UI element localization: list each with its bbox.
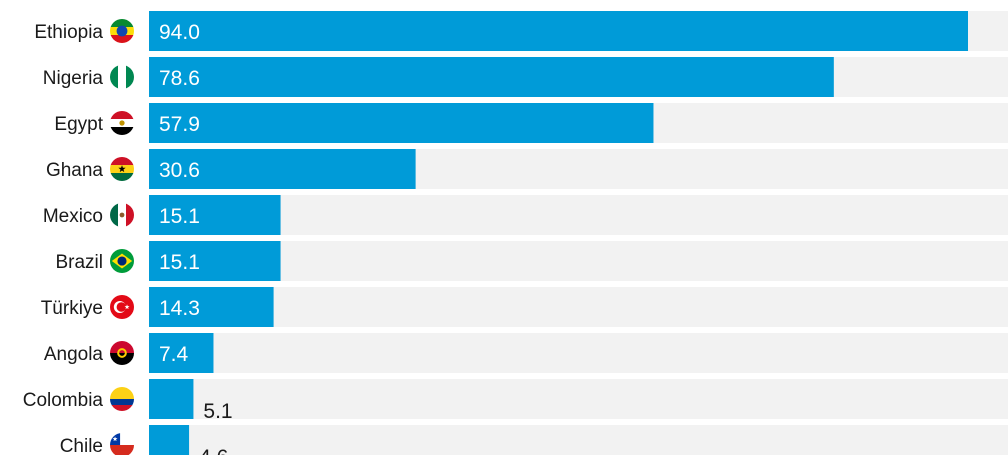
bar-row: Ethiopia 94.0	[34, 11, 1008, 51]
value-label: 7.4	[159, 343, 189, 366]
bar	[149, 195, 281, 235]
value-label: 15.1	[159, 205, 200, 228]
chart-rows: Ethiopia 94.0 Nigeria 78.6 Egypt 57.9 Ghana 30.…	[23, 11, 1008, 455]
bar-row: Nigeria 78.6	[43, 57, 1008, 97]
bar	[149, 11, 968, 51]
bar-track	[149, 333, 1008, 373]
category-label: Chile	[60, 436, 103, 455]
value-label: 30.6	[159, 159, 200, 182]
bar	[149, 103, 654, 143]
category-label: Angola	[44, 344, 104, 365]
bar	[149, 379, 194, 419]
value-label: 14.3	[159, 297, 200, 320]
value-label: 57.9	[159, 113, 200, 136]
value-label: 5.1	[203, 400, 232, 423]
colombia-flag-icon	[110, 387, 134, 411]
bar	[149, 333, 214, 373]
bar	[149, 57, 834, 97]
bar-track	[149, 379, 1008, 419]
bar	[149, 425, 190, 455]
angola-flag-icon	[110, 341, 134, 365]
egypt-flag-icon	[110, 111, 134, 135]
turkiye-flag-icon	[110, 295, 134, 319]
category-label: Colombia	[23, 390, 104, 411]
bar-row: Mexico 15.1	[43, 195, 1008, 235]
bar-row: Colombia 5.1	[23, 379, 1008, 423]
category-label: Brazil	[55, 252, 103, 273]
bar-row: Egypt 57.9	[54, 103, 1008, 143]
category-label: Türkiye	[41, 298, 103, 319]
nigeria-flag-icon	[110, 65, 134, 89]
bar-track	[149, 195, 1008, 235]
bar-track	[149, 241, 1008, 281]
bar-row: Angola 7.4	[44, 333, 1008, 373]
bar-row: Brazil 15.1	[55, 241, 1008, 281]
chile-flag-icon	[110, 433, 134, 455]
ethiopia-flag-icon	[110, 19, 134, 43]
category-label: Ethiopia	[34, 22, 103, 43]
bar-row: Ghana 30.6	[46, 149, 1008, 189]
bar-row: Türkiye 14.3	[41, 287, 1008, 327]
bar	[149, 149, 416, 189]
bar	[149, 287, 274, 327]
value-label: 4.6	[199, 446, 228, 455]
brazil-flag-icon	[110, 249, 134, 273]
bar-track	[149, 287, 1008, 327]
bar-track	[149, 425, 1008, 455]
bar-row: Chile 4.6	[60, 425, 1008, 455]
category-label: Egypt	[54, 114, 103, 135]
value-label: 78.6	[159, 67, 200, 90]
value-label: 15.1	[159, 251, 200, 274]
category-label: Mexico	[43, 206, 103, 227]
mexico-flag-icon	[110, 203, 134, 227]
bar	[149, 241, 281, 281]
ghana-flag-icon	[110, 157, 134, 181]
category-label: Nigeria	[43, 68, 104, 89]
value-label: 94.0	[159, 21, 200, 44]
category-label: Ghana	[46, 160, 103, 181]
